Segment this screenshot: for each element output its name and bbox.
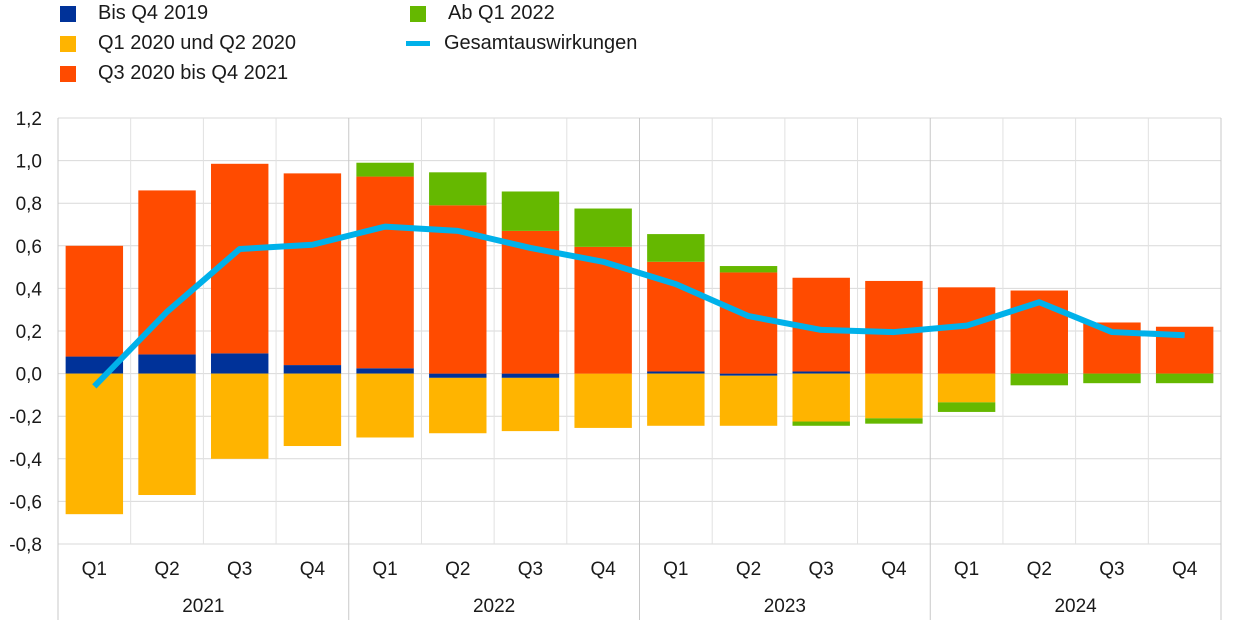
bar-segment xyxy=(719,266,778,273)
bar-segment xyxy=(865,373,923,419)
bar-segment xyxy=(647,234,705,262)
year-label: 2024 xyxy=(1054,596,1097,617)
legend-swatch xyxy=(60,65,76,82)
bar-segment xyxy=(1010,373,1068,386)
bar-segment xyxy=(1083,373,1141,384)
bar-segment xyxy=(574,373,632,428)
bar-segment xyxy=(211,353,269,374)
bar-segment xyxy=(937,402,996,412)
bar-segment xyxy=(429,172,487,206)
y-tick-label: 1,0 xyxy=(16,152,42,173)
x-tick-label: Q4 xyxy=(590,559,616,580)
legend-label: Q3 2020 bis Q4 2021 xyxy=(98,62,289,84)
x-tick-label: Q3 xyxy=(518,559,543,580)
y-tick-label: 0,8 xyxy=(16,194,42,215)
bar-segment xyxy=(501,373,560,378)
y-tick-label: 0,0 xyxy=(16,365,42,386)
bar-segment xyxy=(501,191,560,231)
bar-segment xyxy=(719,272,778,374)
bar-segment xyxy=(792,373,850,422)
x-tick-label: Q2 xyxy=(154,559,179,580)
y-tick-label: 0,2 xyxy=(16,322,42,343)
bar-segment xyxy=(283,373,342,447)
bar-segment xyxy=(647,371,705,374)
y-tick-label: 1,2 xyxy=(16,109,42,130)
legend-label: Gesamtauswirkungen xyxy=(444,32,638,54)
year-label: 2021 xyxy=(182,596,224,617)
y-tick-label: -0,4 xyxy=(9,450,42,471)
y-tick-label: -0,6 xyxy=(9,492,42,513)
bar-segment xyxy=(138,354,196,374)
bar-segment xyxy=(283,365,342,374)
bar-segment xyxy=(356,162,414,177)
bar-segment xyxy=(65,373,124,515)
year-label: 2022 xyxy=(473,596,515,617)
bar-segment xyxy=(937,373,996,403)
legend-swatch xyxy=(60,5,76,22)
legend-item-q3-2020-q4-2021: Q3 2020 bis Q4 2021 xyxy=(60,62,288,85)
bar-segment xyxy=(719,375,778,426)
x-tick-label: Q1 xyxy=(82,559,107,580)
bar-segment xyxy=(574,208,632,247)
legend-item-ab-q1-2022: Ab Q1 2022 xyxy=(410,2,555,25)
x-tick-label: Q1 xyxy=(372,559,397,580)
legend-label: Bis Q4 2019 xyxy=(98,2,209,24)
bar-segment xyxy=(937,287,996,374)
bar-segment xyxy=(1155,373,1214,384)
bar-segment xyxy=(138,190,196,355)
x-tick-label: Q1 xyxy=(663,559,688,580)
legend-label: Ab Q1 2022 xyxy=(448,2,555,24)
bar-segment xyxy=(865,280,923,374)
x-tick-label: Q1 xyxy=(954,559,979,580)
bar-segment xyxy=(283,173,342,366)
y-tick-label: 0,4 xyxy=(16,279,43,300)
y-tick-label: -0,2 xyxy=(9,407,42,428)
bar-segment xyxy=(429,373,487,378)
x-tick-label: Q3 xyxy=(809,559,834,580)
bar-segment xyxy=(792,371,850,374)
bar-segment xyxy=(792,421,850,426)
bar-segment xyxy=(211,373,269,459)
bar-segment xyxy=(356,176,414,369)
bar-segment xyxy=(356,373,414,438)
total-impact-line xyxy=(92,223,1185,389)
x-tick-label: Q4 xyxy=(881,559,907,580)
legend-item-gesamtauswirkungen: Gesamtauswirkungen xyxy=(406,32,637,55)
x-tick-label: Q4 xyxy=(1172,559,1198,580)
legend-swatch xyxy=(410,5,426,22)
bar-segment xyxy=(501,230,560,374)
bar-segment xyxy=(65,245,124,357)
legend-label: Q1 2020 und Q2 2020 xyxy=(98,32,296,54)
bar-segment xyxy=(211,163,269,354)
x-tick-label: Q3 xyxy=(227,559,252,580)
y-tick-label: -0,8 xyxy=(9,535,42,556)
legend-item-bis-q4-2019: Bis Q4 2019 xyxy=(60,2,208,25)
x-tick-label: Q2 xyxy=(1027,559,1052,580)
legend-item-q1-q2-2020: Q1 2020 und Q2 2020 xyxy=(60,32,296,55)
bar-segment xyxy=(356,368,414,374)
bar-segment xyxy=(138,373,196,496)
x-tick-label: Q3 xyxy=(1099,559,1124,580)
legend-line-swatch xyxy=(406,41,430,46)
x-tick-label: Q4 xyxy=(300,559,326,580)
x-tick-label: Q2 xyxy=(736,559,761,580)
legend-swatch xyxy=(60,35,76,52)
bar-segment xyxy=(429,377,487,434)
year-label: 2023 xyxy=(764,596,806,617)
bar-segment xyxy=(501,377,560,432)
bar-segment xyxy=(647,373,705,426)
x-tick-label: Q2 xyxy=(445,559,470,580)
bar-segment xyxy=(865,418,923,424)
y-tick-label: 0,6 xyxy=(16,237,42,258)
bar-segment xyxy=(719,373,778,376)
